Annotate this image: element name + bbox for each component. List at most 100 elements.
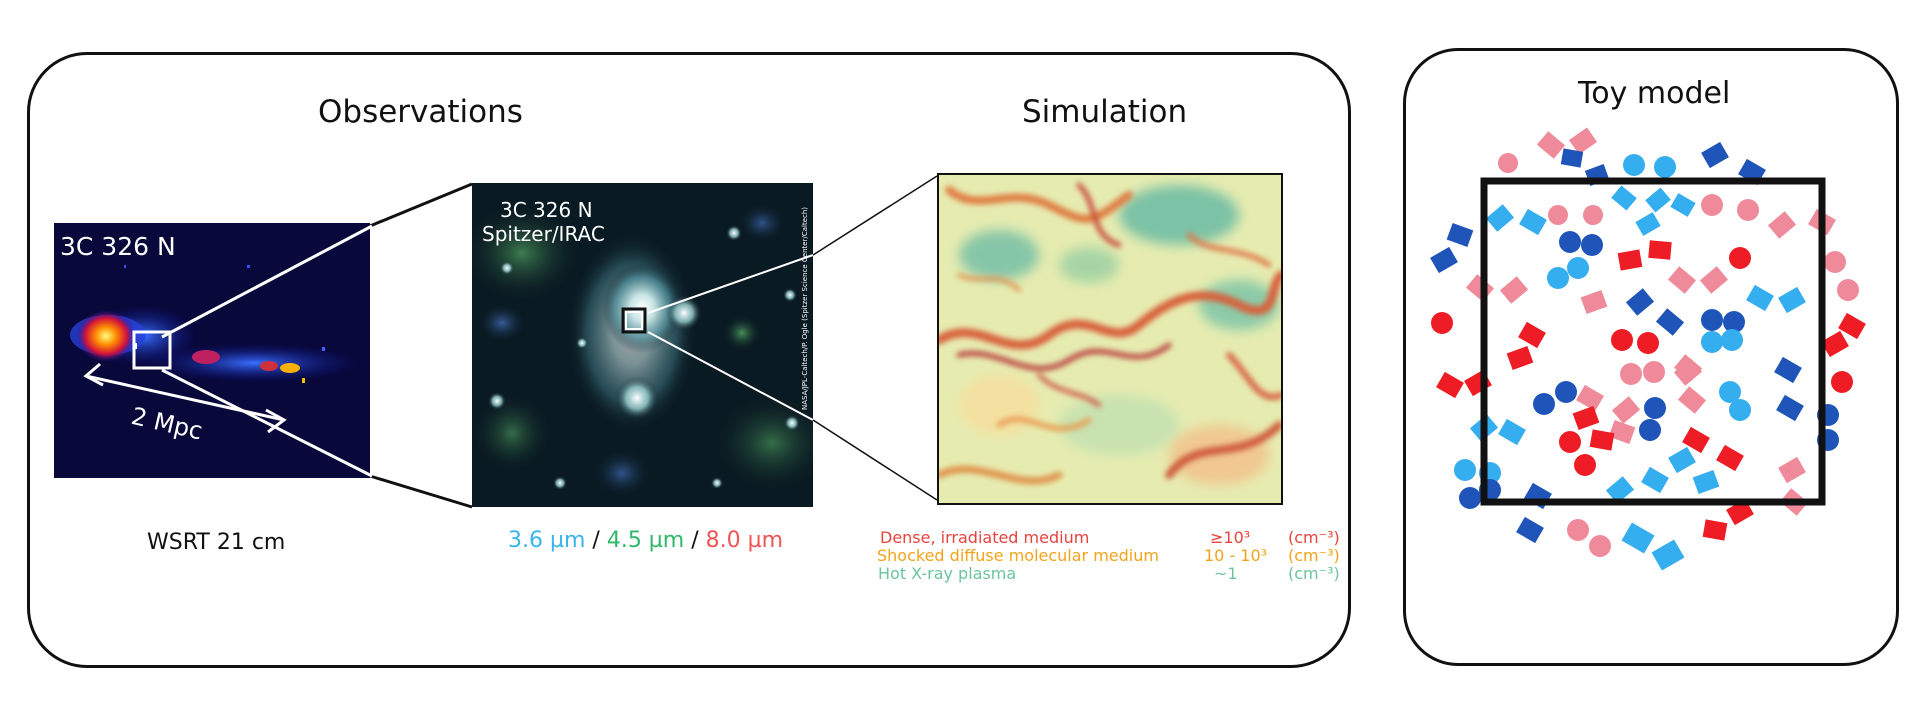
toy-particle-circle-pink <box>1548 205 1568 225</box>
toy-model-diagram <box>1430 127 1866 571</box>
wavelength-4-5: 4.5 µm <box>606 528 685 553</box>
toy-particle-circle-pink <box>1583 205 1603 225</box>
toy-particle-square-red <box>1464 369 1492 397</box>
legend-hot-value: ~1 <box>1214 564 1238 583</box>
toy-particle-circle-light-blue <box>1729 399 1751 421</box>
legend-shocked-value: 10 - 10³ <box>1204 546 1268 565</box>
toy-particle-square-red <box>1506 345 1534 371</box>
simulation-title: Simulation <box>1022 94 1188 130</box>
toy-particle-square-pink <box>1499 276 1529 304</box>
toy-particle-square-red <box>1518 321 1546 349</box>
toy-particle-square-pink <box>1608 419 1636 445</box>
toy-particle-square-light-blue <box>1746 284 1774 312</box>
simulation-image <box>937 173 1283 505</box>
toy-particle-square-dark-blue <box>1560 148 1584 168</box>
wavelength-sep-2: / <box>684 528 706 553</box>
toy-particle-circle-light-blue <box>1721 329 1743 351</box>
toy-particle-square-pink <box>1465 274 1495 302</box>
toy-particle-square-pink <box>1611 396 1641 424</box>
toy-particle-square-red <box>1648 240 1672 260</box>
toy-particle-square-light-blue <box>1668 446 1696 474</box>
toy-particle-square-pink <box>1778 456 1806 484</box>
radio-image <box>54 223 370 478</box>
toy-particle-square-red <box>1716 444 1744 472</box>
toy-particle-square-pink <box>1767 211 1797 239</box>
radio-source-label: 3C 326 N <box>60 232 176 261</box>
toy-particle-circle-red <box>1574 454 1596 476</box>
toy-particle-circle-dark-blue <box>1639 419 1661 441</box>
toy-particle-square-light-blue <box>1519 208 1547 236</box>
toy-particle-circle-pink <box>1567 519 1589 541</box>
toy-model-box <box>1480 177 1826 506</box>
toy-particle-circle-dark-blue <box>1555 381 1577 403</box>
toy-particle-square-pink <box>1580 289 1608 315</box>
toy-particle-square-pink <box>1677 386 1707 414</box>
observations-title: Observations <box>318 94 523 130</box>
wavelength-caption: 3.6 µm / 4.5 µm / 8.0 µm <box>508 528 783 553</box>
toy-particle-square-dark-blue <box>1446 222 1474 248</box>
toy-particle-square-light-blue <box>1651 539 1685 571</box>
toy-particle-square-pink <box>1667 266 1697 294</box>
toy-particle-square-light-blue <box>1641 466 1669 494</box>
toy-particle-square-red <box>1821 330 1849 358</box>
toy-particle-square-pink <box>1699 266 1729 294</box>
toy-particle-circle-pink <box>1589 535 1611 557</box>
toy-particle-square-red <box>1838 312 1866 340</box>
toy-particle-square-light-blue <box>1485 204 1515 232</box>
toy-particle-square-dark-blue <box>1701 141 1729 169</box>
legend-hot-name: Hot X-ray plasma <box>878 564 1017 583</box>
toy-particle-square-red <box>1589 429 1615 451</box>
toy-particle-square-pink <box>1673 358 1703 386</box>
toy-particle-square-dark-blue <box>1776 394 1804 422</box>
toy-particle-square-dark-blue <box>1516 516 1544 544</box>
toy-particle-square-light-blue <box>1621 522 1655 554</box>
toy-particle-circle-light-blue <box>1623 154 1645 176</box>
toy-particle-circle-red <box>1729 247 1751 269</box>
toy-particle-square-red <box>1617 249 1643 271</box>
toy-particle-circle-dark-blue <box>1533 393 1555 415</box>
toy-particle-square-light-blue <box>1611 185 1637 211</box>
radio-caption: WSRT 21 cm <box>147 530 286 555</box>
toy-particle-circle-light-blue <box>1719 381 1741 403</box>
toy-particle-circle-light-blue <box>1567 257 1589 279</box>
toy-particle-circle-light-blue <box>1454 459 1476 481</box>
ir-instrument-label: Spitzer/IRAC <box>482 222 605 246</box>
toy-particle-circle-pink <box>1737 199 1759 221</box>
toy-particle-square-red <box>1436 371 1464 399</box>
toy-particle-square-pink <box>1568 127 1598 155</box>
toy-particle-square-red <box>1572 405 1600 431</box>
toy-particle-square-light-blue <box>1778 286 1806 314</box>
toy-model-title: Toy model <box>1578 76 1731 111</box>
toy-particle-circle-pink <box>1824 251 1846 273</box>
wavelength-sep-1: / <box>585 528 607 553</box>
toy-particle-circle-dark-blue <box>1559 231 1581 253</box>
toy-particle-square-red <box>1702 519 1728 541</box>
toy-particle-circle-dark-blue <box>1581 234 1603 256</box>
wavelength-8-0: 8.0 µm <box>705 528 784 553</box>
toy-particle-circle-red <box>1611 329 1633 351</box>
toy-particle-circle-red <box>1559 431 1581 453</box>
toy-particle-square-dark-blue <box>1774 356 1802 384</box>
toy-particle-circle-light-blue <box>1547 267 1569 289</box>
toy-particle-circle-pink <box>1643 361 1665 383</box>
toy-particle-circle-red <box>1431 312 1453 334</box>
toy-particle-square-light-blue <box>1645 187 1671 213</box>
toy-particle-square-light-blue <box>1498 418 1526 446</box>
legend-dense-unit: (cm⁻³) <box>1288 528 1340 547</box>
ir-source-label: 3C 326 N <box>500 198 593 222</box>
legend-dense-value: ≥10³ <box>1210 528 1251 547</box>
toy-particle-circle-red <box>1831 371 1853 393</box>
toy-particle-square-light-blue <box>1692 469 1720 495</box>
wavelength-3-6: 3.6 µm <box>508 528 586 553</box>
toy-particle-square-light-blue <box>1605 476 1635 504</box>
toy-particle-circle-pink <box>1620 363 1642 385</box>
toy-particle-circle-red <box>1637 332 1659 354</box>
toy-particle-square-dark-blue <box>1655 308 1685 336</box>
toy-particle-square-light-blue <box>1635 212 1661 236</box>
legend-hot-unit: (cm⁻³) <box>1288 564 1340 583</box>
toy-particle-circle-pink <box>1498 153 1518 173</box>
toy-particle-square-pink <box>1536 131 1566 159</box>
toy-particle-square-light-blue <box>1670 193 1696 217</box>
legend-shocked-unit: (cm⁻³) <box>1288 546 1340 565</box>
toy-particle-circle-dark-blue <box>1723 311 1745 333</box>
